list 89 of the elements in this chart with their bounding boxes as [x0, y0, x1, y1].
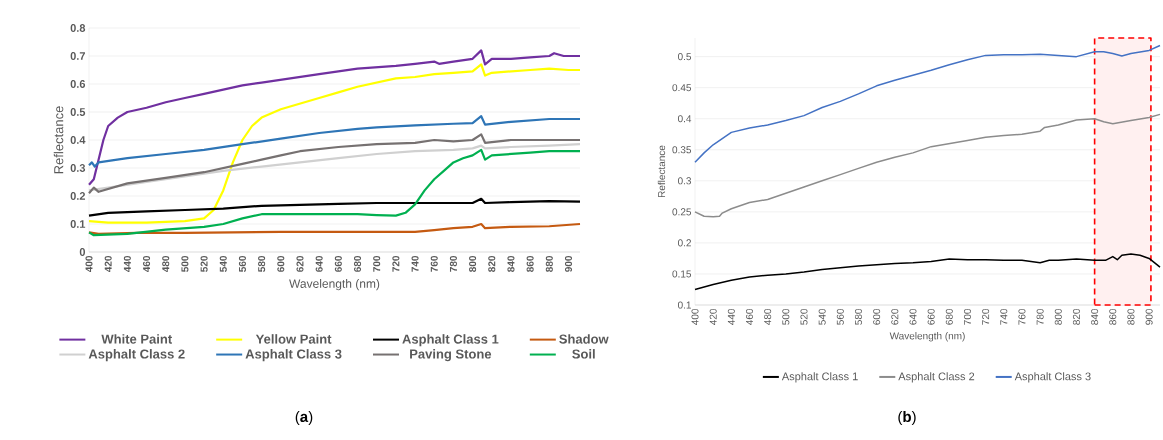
- legend-label: Shadow: [559, 334, 609, 344]
- x-tick-label: 560: [238, 255, 246, 272]
- legend-label: Yellow Paint: [255, 334, 332, 344]
- x-tick-label: 840: [507, 255, 515, 272]
- legend-label: Asphalt Class 1: [402, 334, 499, 347]
- x-tick-label: 860: [1109, 308, 1117, 325]
- y-tick-label: 0.1: [677, 301, 691, 309]
- legend-label: Asphalt Class 3: [1014, 372, 1091, 383]
- y-tick-label: 0.35: [672, 146, 692, 154]
- x-tick-label: 580: [854, 308, 863, 325]
- x-tick-label: 780: [449, 255, 457, 272]
- y-tick-label: 0.2: [677, 239, 691, 247]
- x-tick-label: 720: [982, 308, 990, 325]
- legend-label: Asphalt Class 2: [898, 372, 975, 383]
- y-tick-label: 0.2: [70, 192, 86, 200]
- x-tick-label: 900: [564, 255, 573, 272]
- legend-label: Soil: [572, 349, 595, 359]
- x-tick-label: 880: [1127, 308, 1135, 325]
- x-tick-label: 720: [392, 255, 400, 272]
- x-tick-label: 800: [1054, 308, 1062, 325]
- x-tick-label: 620: [891, 308, 899, 325]
- y-tick-label: 0.15: [672, 270, 692, 278]
- y-tick-label: 0.25: [672, 208, 692, 216]
- x-tick-label: 460: [745, 308, 754, 325]
- y-axis-title: Reflectance: [657, 145, 666, 198]
- y-tick-label: 0.5: [70, 108, 86, 116]
- x-tick-label: 640: [909, 308, 917, 325]
- x-tick-label: 480: [764, 308, 772, 325]
- x-tick-label: 500: [181, 255, 189, 272]
- x-tick-label: 420: [709, 308, 717, 325]
- x-axis-title: Wavelength (nm): [289, 279, 380, 291]
- y-tick-label: 0.5: [677, 53, 692, 61]
- x-tick-label: 400: [691, 308, 699, 325]
- x-tick-label: 640: [315, 255, 323, 272]
- x-tick-label: 620: [296, 255, 304, 272]
- x-tick-label: 680: [945, 308, 953, 325]
- x-tick-label: 500: [782, 308, 790, 325]
- y-tick-label: 0.4: [70, 136, 86, 144]
- x-tick-label: 540: [818, 308, 826, 325]
- x-tick-label: 580: [258, 255, 266, 272]
- x-tick-label: 700: [963, 308, 971, 325]
- x-tick-label: 420: [104, 255, 112, 273]
- x-tick-label: 740: [411, 255, 419, 272]
- legend-label: Asphalt Class 1: [781, 372, 858, 383]
- x-tick-label: 820: [1072, 308, 1080, 325]
- x-tick-label: 600: [277, 255, 285, 272]
- text: (a): [295, 411, 313, 425]
- y-tick-label: 0.3: [677, 177, 692, 185]
- y-tick-label: 0: [79, 248, 86, 256]
- x-tick-label: 600: [873, 308, 881, 325]
- x-tick-label: 740: [1000, 308, 1008, 325]
- y-tick-label: 0.8: [70, 24, 86, 32]
- x-tick-label: 680: [353, 255, 362, 272]
- legend-label: Asphalt Class 2: [88, 349, 185, 362]
- x-tick-label: 760: [1018, 308, 1026, 325]
- x-tick-label: 660: [334, 255, 342, 272]
- x-tick-label: 760: [430, 255, 438, 272]
- y-tick-label: 0.45: [672, 84, 692, 92]
- x-tick-label: 520: [200, 255, 208, 272]
- x-tick-label: 400: [85, 255, 93, 273]
- x-tick-label: 440: [727, 308, 735, 325]
- x-tick-label: 840: [1091, 308, 1099, 325]
- legend-label: Paving Stone: [410, 349, 492, 362]
- line-series: [87, 115, 582, 168]
- y-tick-label: 0.1: [70, 220, 86, 228]
- x-tick-label: 440: [123, 255, 131, 273]
- x-tick-label: 780: [1036, 308, 1044, 325]
- x-tick-label: 460: [143, 255, 151, 273]
- x-tick-label: 880: [545, 255, 553, 272]
- x-axis-title: Wavelength (nm): [889, 332, 965, 342]
- x-tick-label: 860: [526, 255, 534, 272]
- x-tick-label: 520: [800, 308, 808, 325]
- x-tick-label: 800: [469, 255, 477, 272]
- y-tick-label: 0.7: [70, 52, 85, 60]
- y-tick-label: 0.4: [677, 115, 692, 123]
- y-axis-title: Reflectance: [53, 106, 64, 174]
- x-tick-label: 540: [219, 255, 227, 272]
- y-tick-label: 0.6: [70, 80, 86, 88]
- x-tick-label: 900: [1145, 308, 1153, 325]
- legend-label: Asphalt Class 3: [245, 349, 342, 362]
- x-tick-label: 660: [927, 308, 935, 325]
- x-tick-label: 820: [488, 255, 496, 272]
- text: (b): [898, 411, 916, 425]
- y-tick-label: 0.3: [70, 164, 86, 172]
- x-tick-label: 560: [836, 308, 844, 325]
- x-tick-label: 480: [162, 255, 170, 273]
- line-series: [694, 44, 1161, 163]
- legend-label: White Paint: [101, 334, 172, 344]
- x-tick-label: 700: [373, 255, 381, 272]
